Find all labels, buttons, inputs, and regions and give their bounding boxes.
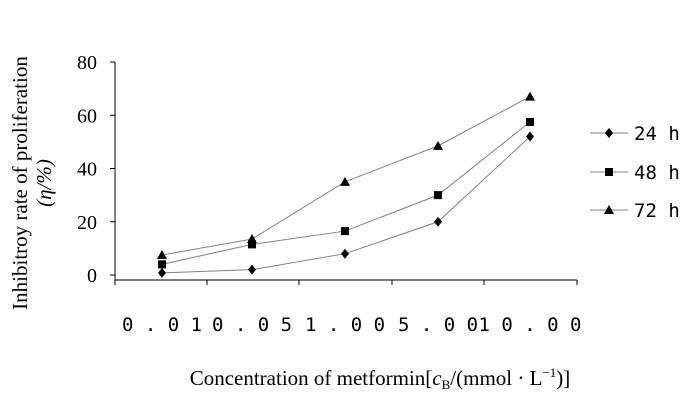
x-tick-label: 1 0 . 0 0 — [479, 314, 582, 336]
legend-label: 48 h — [634, 162, 680, 184]
y-axis-title-line1: Inhibitroy rate of proliferation — [8, 56, 32, 310]
y-axis-title: Inhibitroy rate of proliferation (η/%) — [8, 56, 56, 310]
x-tick-label: 0 . 0 5 — [212, 314, 292, 336]
legend-label: 24 h — [634, 123, 680, 145]
y-tick-label: 40 — [77, 159, 97, 181]
data-point — [341, 248, 349, 259]
y-axis-title-line2: (η/%) — [32, 159, 56, 207]
data-point — [526, 117, 534, 126]
data-point — [248, 264, 256, 275]
y-ticks: 0 20 40 60 80 — [77, 52, 115, 287]
x-axis-title-rest: /(mmol · L — [450, 366, 542, 390]
series-markers — [157, 91, 535, 278]
x-axis-title-c: c — [432, 366, 442, 390]
x-axis-title-main: Concentration of metformin[ — [190, 366, 433, 390]
data-point — [434, 191, 442, 200]
data-point — [158, 267, 166, 278]
data-point — [526, 131, 534, 142]
legend-marker — [605, 168, 613, 176]
data-point — [340, 176, 350, 186]
series-line-48h — [161, 121, 531, 265]
y-tick-label: 80 — [77, 52, 97, 74]
data-point — [525, 91, 535, 101]
data-point — [433, 140, 443, 150]
x-axis-title-sub: B — [442, 377, 451, 392]
data-point — [341, 227, 349, 236]
x-axis-title-sup: −1 — [542, 365, 556, 380]
axes — [114, 62, 577, 281]
y-tick-label: 20 — [77, 212, 97, 234]
x-tick-label: 0 . 0 1 — [122, 314, 202, 336]
data-point — [157, 250, 167, 260]
x-tick-label: 5 . 0 0 — [398, 314, 478, 336]
data-point — [158, 260, 166, 269]
y-tick-label: 0 — [87, 265, 97, 287]
legend-marker — [605, 128, 613, 138]
y-tick-label: 60 — [77, 105, 97, 127]
data-point — [434, 216, 442, 227]
legend-label: 72 h — [634, 200, 680, 222]
x-tick-label: 1 . 0 0 — [305, 314, 385, 336]
data-point — [248, 240, 256, 249]
legend-marker — [604, 205, 614, 214]
x-axis-title: Concentration of metformin[cB/(mmol · L−… — [190, 365, 571, 392]
legend: 24 h 48 h 72 h — [590, 123, 680, 222]
data-point — [247, 234, 257, 244]
x-axis-title-end: )] — [556, 366, 570, 390]
